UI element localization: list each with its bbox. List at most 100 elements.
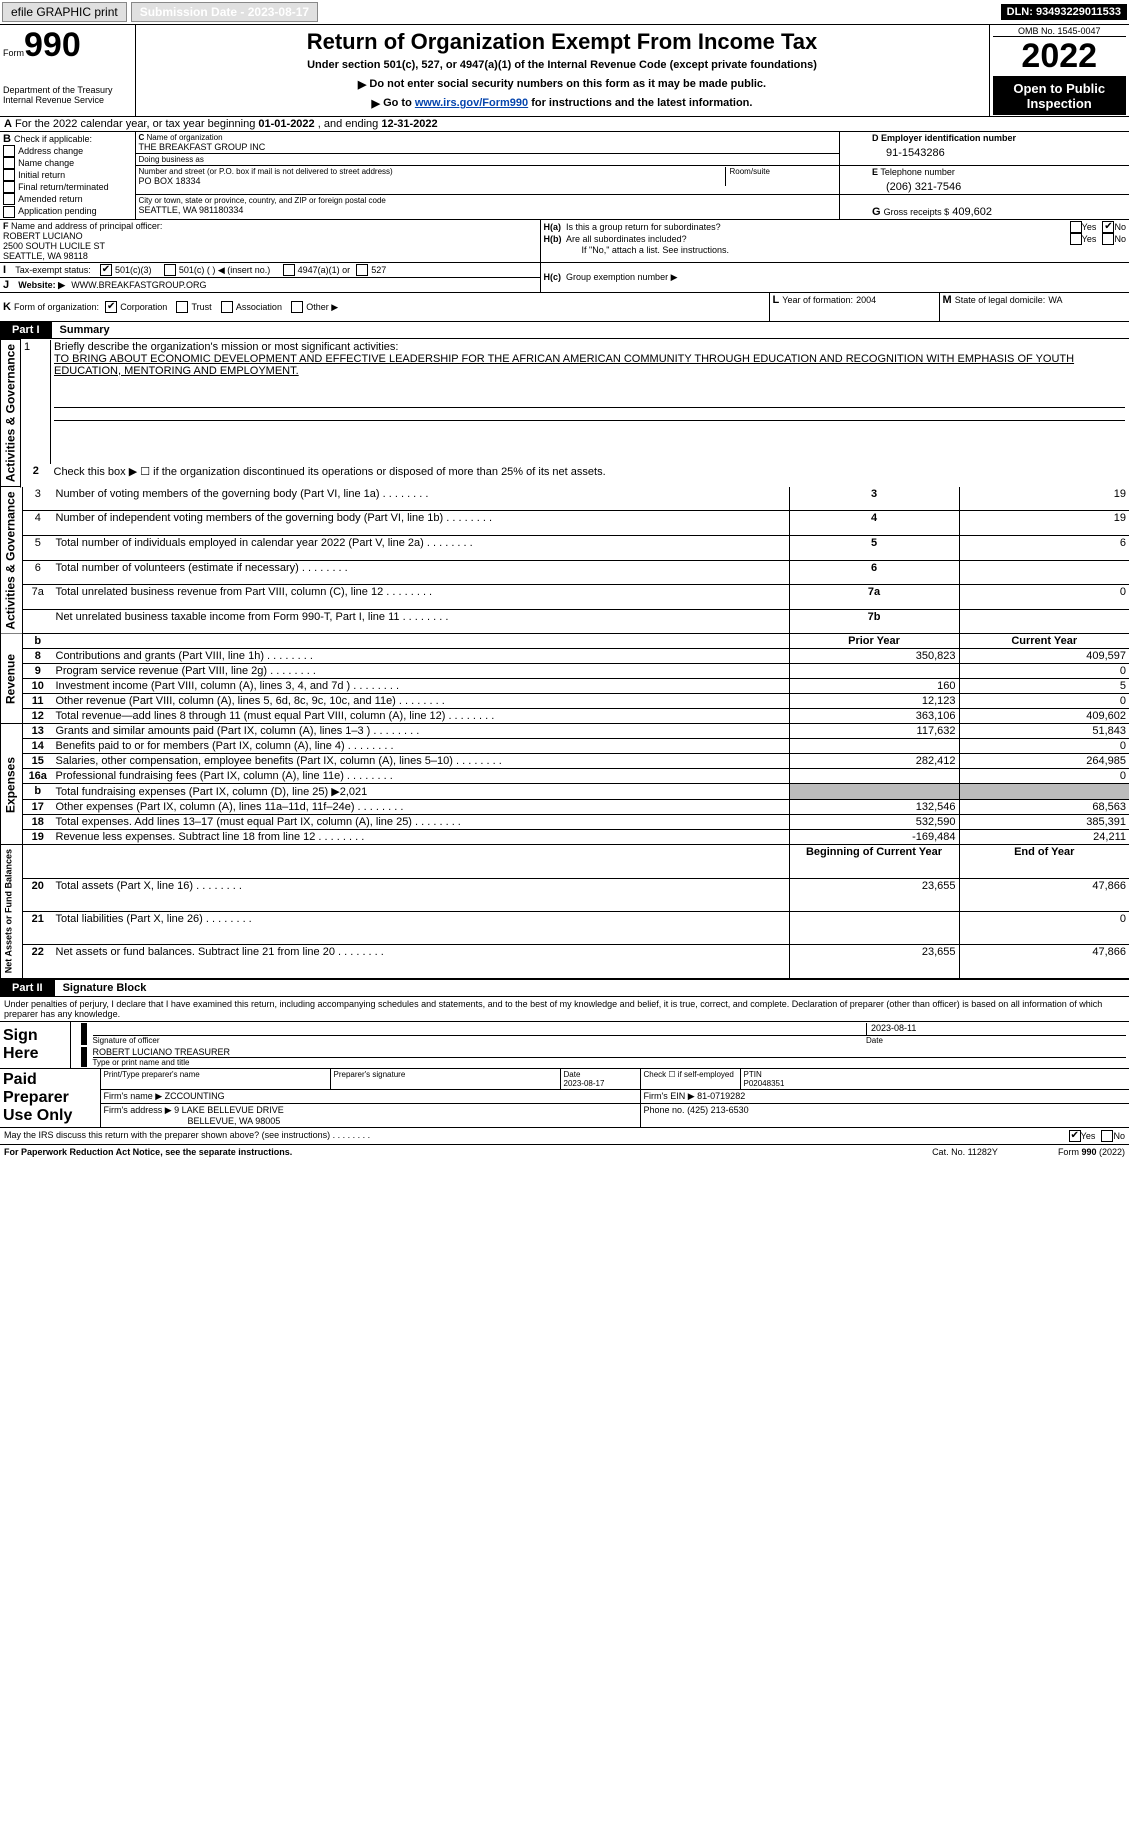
part1-header: Part I Summary bbox=[0, 322, 1129, 339]
o-assoc: Association bbox=[236, 302, 282, 312]
no-label: No bbox=[1114, 222, 1126, 232]
form-title: Return of Organization Exempt From Incom… bbox=[139, 29, 986, 55]
o-other: Other ▶ bbox=[306, 302, 338, 312]
status-website-block: I Tax-exempt status: 501(c)(3) 501(c) ( … bbox=[0, 263, 1129, 293]
paid-preparer-label: Paid Preparer Use Only bbox=[0, 1069, 100, 1128]
note-ssn: Do not enter social security numbers on … bbox=[369, 78, 766, 90]
note-goto-suffix: for instructions and the latest informat… bbox=[528, 97, 752, 109]
form-subtitle: Under section 501(c), 527, or 4947(a)(1)… bbox=[139, 59, 986, 71]
line2-label: Check this box ▶ ☐ if the organization d… bbox=[51, 464, 1129, 487]
o-527: 527 bbox=[371, 265, 386, 275]
hb-no[interactable] bbox=[1102, 233, 1114, 245]
city-value: SEATTLE, WA 981180334 bbox=[139, 205, 836, 215]
check-assoc[interactable] bbox=[221, 301, 233, 313]
ein-value: 91-1543286 bbox=[872, 143, 1126, 159]
hb-label: Are all subordinates included? bbox=[566, 234, 687, 244]
boxb-title: Check if applicable: bbox=[14, 134, 92, 144]
ha-no[interactable] bbox=[1102, 221, 1114, 233]
paid-preparer-block: Paid Preparer Use Only Print/Type prepar… bbox=[0, 1069, 1129, 1128]
submission-date: Submission Date - 2023-08-17 bbox=[131, 2, 318, 22]
form-header: Form990 Department of the Treasury Inter… bbox=[0, 25, 1129, 117]
year-label: Year of formation: bbox=[782, 295, 853, 305]
efile-print-button[interactable]: efile GRAPHIC print bbox=[2, 2, 127, 22]
part2-header: Part II Signature Block bbox=[0, 979, 1129, 997]
discuss-label: May the IRS discuss this return with the… bbox=[4, 1130, 1069, 1142]
hc-label: Group exemption number ▶ bbox=[566, 272, 677, 282]
check-501c3[interactable] bbox=[100, 264, 112, 276]
open-public: Open to Public Inspection bbox=[993, 77, 1127, 115]
footer-mid: Cat. No. 11282Y bbox=[932, 1147, 998, 1157]
state-value: WA bbox=[1048, 295, 1062, 305]
form-label-prefix: Form bbox=[3, 48, 24, 58]
ha-yes[interactable] bbox=[1070, 221, 1082, 233]
discuss-yes[interactable] bbox=[1069, 1130, 1081, 1142]
ptin-label: PTIN bbox=[744, 1070, 762, 1079]
ein-label: Employer identification number bbox=[881, 133, 1016, 143]
org-name-label: Name of organization bbox=[147, 133, 223, 142]
discuss-row: May the IRS discuss this return with the… bbox=[0, 1128, 1129, 1145]
form-number: 990 bbox=[24, 26, 81, 64]
part1-label: Part I bbox=[0, 322, 52, 338]
check-initial[interactable] bbox=[3, 169, 15, 181]
part1-title: Summary bbox=[52, 322, 118, 338]
firm-phone: (425) 213-6530 bbox=[687, 1105, 749, 1115]
hb-yes[interactable] bbox=[1070, 233, 1082, 245]
o-trust: Trust bbox=[192, 302, 212, 312]
signer-name: ROBERT LUCIANO TREASURER bbox=[93, 1047, 1127, 1058]
gross-label: Gross receipts $ bbox=[884, 207, 950, 217]
phone-value: (206) 321-7546 bbox=[872, 177, 1126, 193]
section-activities: Activities & Governance bbox=[1, 340, 21, 487]
yes-label: Yes bbox=[1082, 222, 1097, 232]
o-501c: 501(c) ( ) ◀ (insert no.) bbox=[179, 265, 270, 275]
note-goto-prefix: Go to bbox=[383, 97, 415, 109]
check-address-change[interactable] bbox=[3, 145, 15, 157]
dln: DLN: 93493229011533 bbox=[1001, 4, 1127, 20]
check-trust[interactable] bbox=[176, 301, 188, 313]
irs-link[interactable]: www.irs.gov/Form990 bbox=[415, 97, 528, 109]
ptin: P02048351 bbox=[744, 1079, 785, 1088]
sign-here: Sign Here bbox=[0, 1022, 70, 1069]
check-final[interactable] bbox=[3, 181, 15, 193]
o-501c3: 501(c)(3) bbox=[115, 265, 152, 275]
self-emp: Check ☐ if self-employed bbox=[644, 1070, 734, 1079]
firm-ein: 81-0719282 bbox=[697, 1091, 745, 1101]
check-4947[interactable] bbox=[283, 264, 295, 276]
line2-num: 2 bbox=[21, 464, 51, 487]
check-corp[interactable] bbox=[105, 301, 117, 313]
opt-pending: Application pending bbox=[18, 206, 97, 216]
firm-addr2: BELLEVUE, WA 98005 bbox=[104, 1116, 637, 1126]
summary-table: Activities & Governance 1 Briefly descri… bbox=[0, 339, 1129, 487]
o-corp: Corporation bbox=[120, 302, 167, 312]
check-501c[interactable] bbox=[164, 264, 176, 276]
check-amended[interactable] bbox=[3, 193, 15, 205]
check-other[interactable] bbox=[291, 301, 303, 313]
line1-num: 1 bbox=[21, 340, 51, 464]
officer-group-block: F Name and address of principal officer:… bbox=[0, 220, 1129, 263]
phone-label2: Phone no. bbox=[644, 1105, 685, 1115]
sign-block: Sign Here 2023-08-11 Signature of office… bbox=[0, 1022, 1129, 1069]
dba-label: Doing business as bbox=[139, 155, 836, 164]
part2-label: Part II bbox=[0, 980, 55, 996]
check-name-change[interactable] bbox=[3, 157, 15, 169]
gross-value: 409,602 bbox=[952, 206, 992, 218]
state-label: State of legal domicile: bbox=[955, 295, 1046, 305]
discuss-yes-label: Yes bbox=[1081, 1131, 1096, 1141]
no-label2: No bbox=[1114, 234, 1126, 244]
prep-name-label: Print/Type preparer's name bbox=[104, 1070, 200, 1079]
addr-label: Firm's address ▶ bbox=[104, 1105, 172, 1115]
discuss-no[interactable] bbox=[1101, 1130, 1113, 1142]
check-pending[interactable] bbox=[3, 206, 15, 218]
room-label: Room/suite bbox=[726, 167, 836, 186]
irs: Internal Revenue Service bbox=[3, 95, 132, 105]
yes-label2: Yes bbox=[1082, 234, 1097, 244]
klm-block: K Form of organization: Corporation Trus… bbox=[0, 293, 1129, 322]
check-527[interactable] bbox=[356, 264, 368, 276]
officer-addr1: 2500 SOUTH LUCILE ST bbox=[3, 241, 537, 251]
sign-date: 2023-08-11 bbox=[871, 1023, 916, 1033]
mission-text: TO BRING ABOUT ECONOMIC DEVELOPMENT AND … bbox=[54, 353, 1074, 377]
top-bar: efile GRAPHIC print Submission Date - 20… bbox=[0, 0, 1129, 25]
footer-right: Form 990 (2022) bbox=[1058, 1147, 1125, 1157]
sig-label: Signature of officer bbox=[93, 1036, 867, 1045]
prep-date: 2023-08-17 bbox=[564, 1079, 605, 1088]
firm-label: Firm's name ▶ bbox=[104, 1091, 163, 1101]
